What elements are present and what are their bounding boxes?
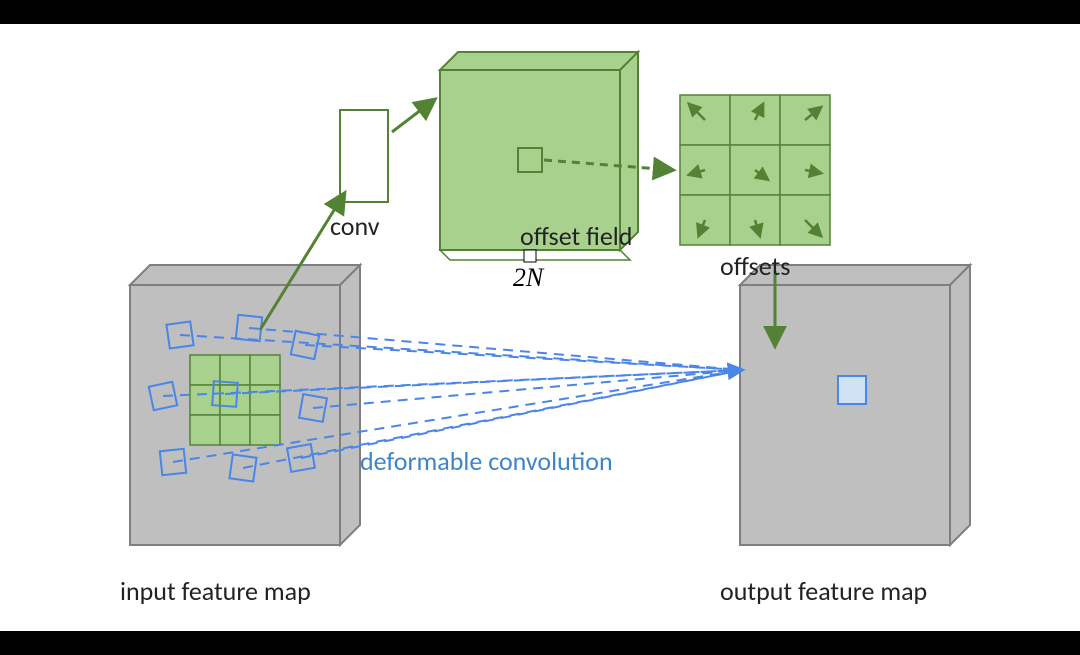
label-offset-field: offset field bbox=[520, 220, 632, 252]
offsets-grid bbox=[680, 95, 830, 245]
label-2n: 2N bbox=[513, 263, 545, 292]
label-offsets: offsets bbox=[720, 250, 790, 282]
label-output: output feature map bbox=[720, 575, 927, 607]
top-band bbox=[0, 0, 1080, 24]
label-deformable: deformable convolution bbox=[360, 445, 613, 477]
conv-box bbox=[340, 110, 388, 202]
label-input: input feature map bbox=[120, 575, 311, 607]
label-conv: conv bbox=[330, 210, 380, 242]
diagram-canvas: input feature map output feature map conv o… bbox=[0, 0, 1080, 655]
bottom-band bbox=[0, 631, 1080, 655]
input-feature-map bbox=[130, 265, 360, 545]
